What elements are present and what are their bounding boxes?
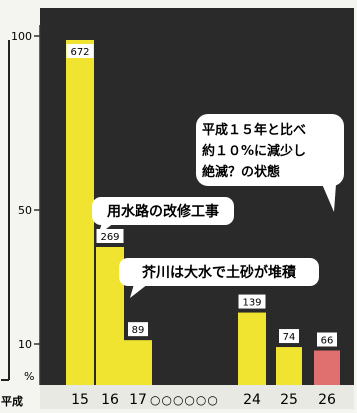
value-labels: 672 269 89 139 74 66 bbox=[66, 44, 337, 347]
value-label-box bbox=[66, 44, 94, 58]
x-tick-label: 26 bbox=[318, 392, 336, 408]
annotation-zetsumetsu-box bbox=[196, 114, 344, 186]
annotation-zetsumetsu-line-2: 約１０%に減少し bbox=[202, 143, 306, 159]
value-label-box bbox=[96, 229, 124, 243]
value-label: 74 bbox=[283, 332, 296, 343]
value-label-box bbox=[317, 332, 337, 347]
y-axis-label: % bbox=[24, 370, 34, 383]
annotation-zetsumetsu: 平成１５年と比べ 約１０%に減少し 絶滅？の状態 bbox=[196, 114, 344, 212]
x-tick-label: 17 bbox=[129, 392, 147, 408]
x-axis-label: 平成 bbox=[1, 394, 23, 408]
annotation-kaishu-box bbox=[92, 197, 234, 225]
value-label: 672 bbox=[70, 47, 89, 58]
bar-17 bbox=[124, 340, 152, 385]
bar-26 bbox=[314, 350, 340, 385]
annotation-zetsumetsu-line-1: 平成１５年と比べ bbox=[202, 122, 306, 138]
annotation-kaishu: 用水路の改修工事 bbox=[92, 197, 234, 235]
y-tick-label: 50 bbox=[18, 204, 32, 217]
y-axis-ticks: 100 50 10 bbox=[11, 30, 40, 351]
value-label: 66 bbox=[321, 336, 334, 347]
value-label: 269 bbox=[100, 232, 119, 243]
bar-25 bbox=[276, 347, 302, 385]
gap-label: ○○○○○○ bbox=[150, 393, 219, 407]
value-label: 139 bbox=[242, 298, 261, 309]
x-tick-label: 25 bbox=[280, 392, 298, 408]
x-axis-ticks: 15 16 17 24 25 26 bbox=[71, 392, 336, 408]
x-tick-label: 16 bbox=[101, 392, 119, 408]
bars bbox=[66, 40, 340, 385]
bar-24 bbox=[238, 312, 266, 385]
value-label-box bbox=[238, 294, 266, 309]
x-tick-label: 24 bbox=[243, 392, 261, 408]
value-label: 89 bbox=[132, 325, 145, 336]
annotation-zetsumetsu-line-3: 絶滅？の状態 bbox=[201, 164, 280, 180]
annotation-akutagawa-text: 芥川は大水で土砂が堆積 bbox=[142, 264, 297, 281]
value-label-box bbox=[128, 322, 148, 337]
y-tick-label: 100 bbox=[11, 30, 32, 43]
bar-15 bbox=[66, 40, 94, 385]
x-tick-label: 15 bbox=[71, 392, 89, 408]
annotation-zetsumetsu-pointer bbox=[322, 184, 336, 212]
value-label-box bbox=[279, 329, 299, 344]
annotation-akutagawa: 芥川は大水で土砂が堆積 bbox=[119, 258, 319, 298]
annotation-akutagawa-pointer bbox=[130, 284, 148, 298]
annotation-akutagawa-box bbox=[119, 258, 319, 286]
category-strip bbox=[40, 385, 354, 409]
annotation-kaishu-text: 用水路の改修工事 bbox=[107, 203, 219, 220]
y-tick-label: 10 bbox=[18, 338, 32, 351]
annotation-kaishu-pointer bbox=[98, 223, 114, 235]
